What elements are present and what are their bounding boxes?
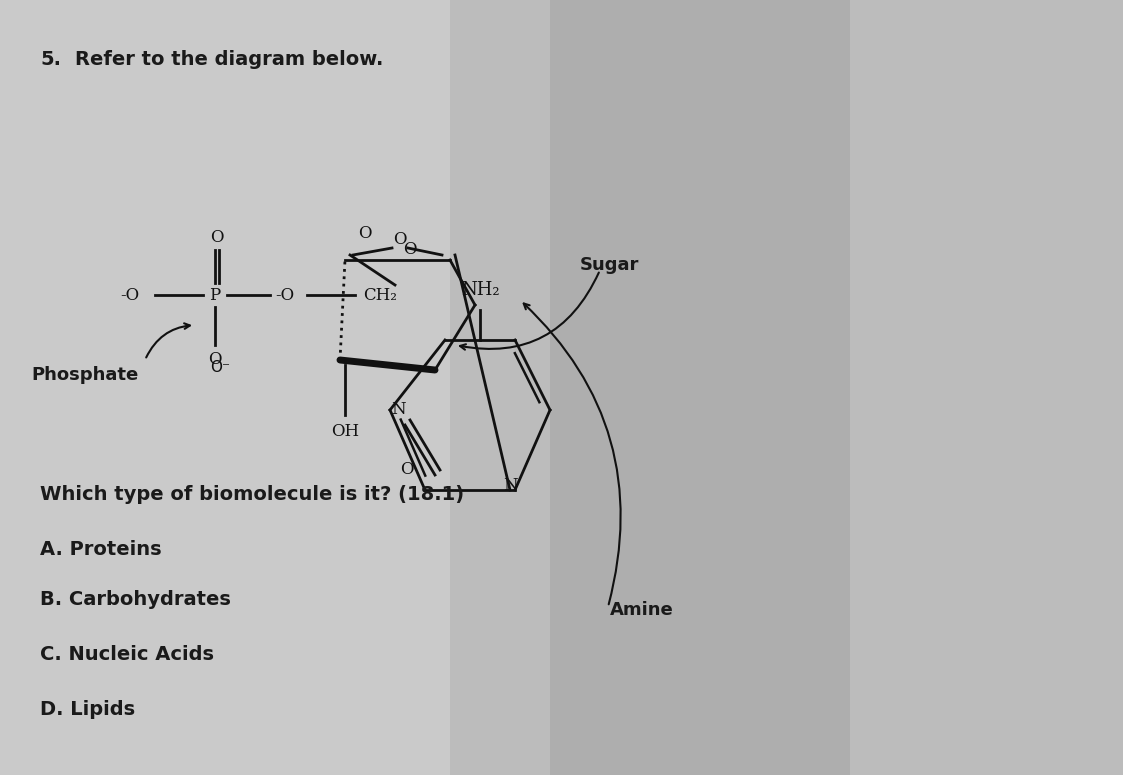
Text: O: O [358, 225, 372, 242]
Text: Refer to the diagram below.: Refer to the diagram below. [75, 50, 383, 69]
Text: C. Nucleic Acids: C. Nucleic Acids [40, 645, 214, 664]
Text: Sugar: Sugar [579, 256, 639, 274]
Text: CH₂: CH₂ [363, 287, 396, 304]
Bar [550, 0, 850, 775]
Text: P: P [209, 287, 220, 304]
Text: Phosphate: Phosphate [31, 366, 138, 384]
Text: -O: -O [275, 287, 294, 304]
Text: D. Lipids: D. Lipids [40, 700, 135, 719]
Text: O: O [400, 461, 413, 478]
Text: N: N [503, 477, 518, 494]
Text: O: O [403, 242, 417, 259]
Text: Which type of biomolecule is it? (18.1): Which type of biomolecule is it? (18.1) [40, 485, 464, 504]
Text: B. Carbohydrates: B. Carbohydrates [40, 590, 231, 609]
Text: -O: -O [120, 287, 139, 304]
Bar [450, 0, 1123, 775]
Text: Amine: Amine [610, 601, 674, 619]
Text: O⁻: O⁻ [210, 360, 230, 374]
Text: N: N [391, 401, 405, 418]
Text: O: O [210, 229, 223, 246]
Text: OH: OH [331, 423, 359, 440]
Text: 5.: 5. [40, 50, 61, 69]
Text: O: O [208, 352, 221, 368]
Text: O: O [393, 232, 407, 249]
Text: NH₂: NH₂ [460, 281, 500, 299]
Text: A. Proteins: A. Proteins [40, 540, 162, 559]
